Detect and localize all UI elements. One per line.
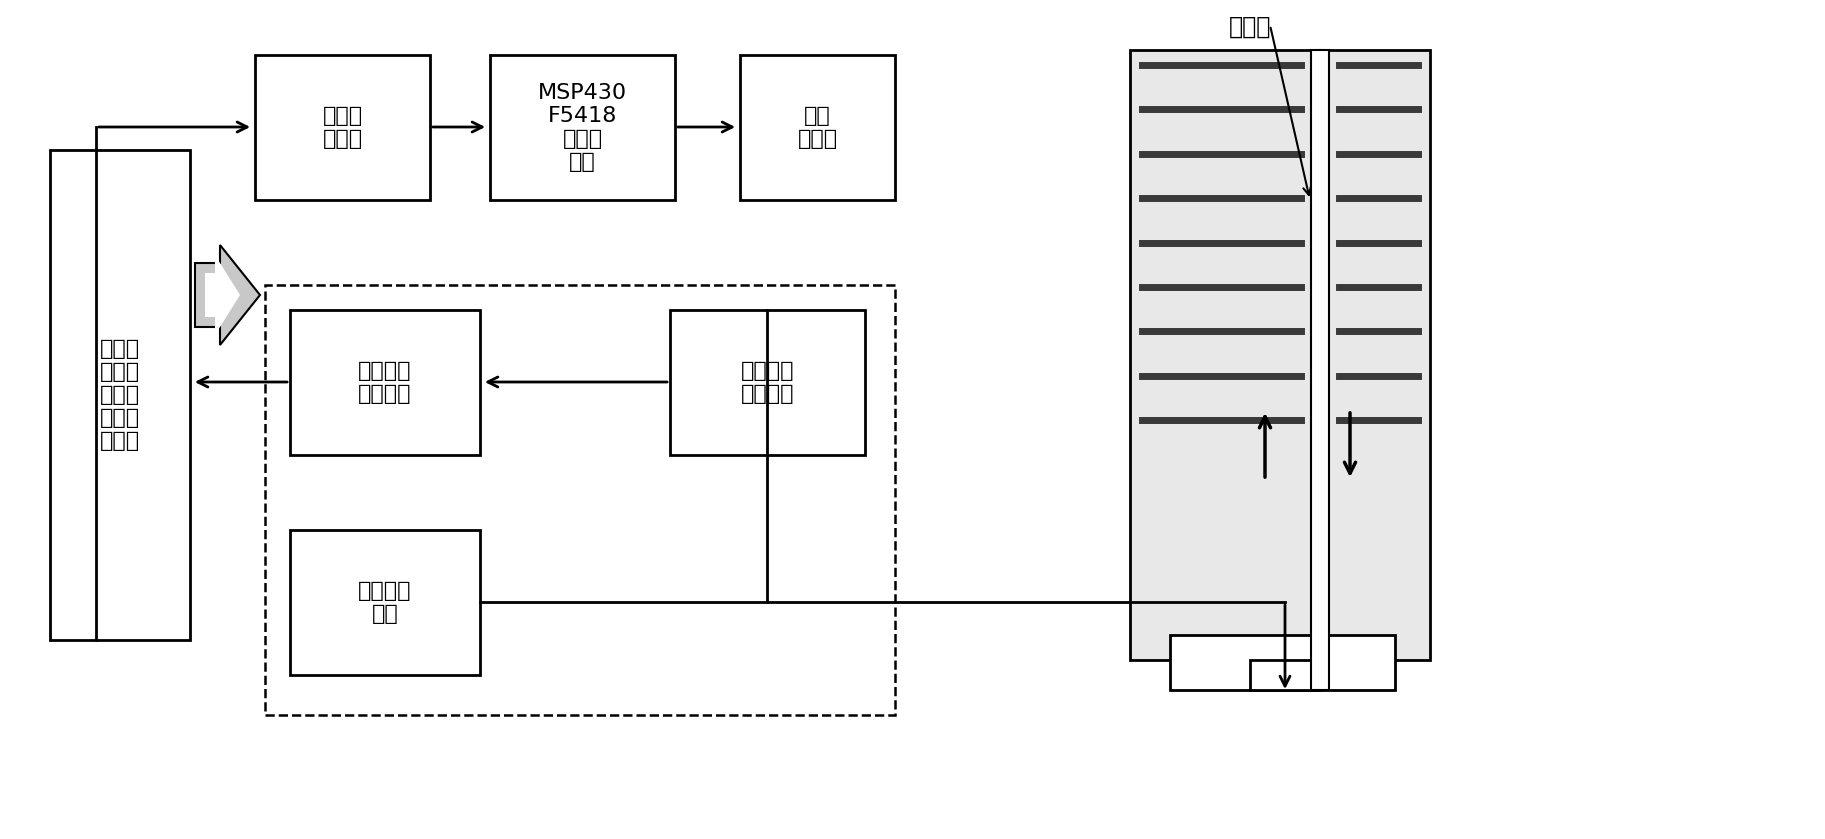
Text: 液晶
显示器: 液晶 显示器 <box>798 106 838 149</box>
Bar <box>290 530 480 675</box>
Text: 等效时间
采样电路: 等效时间 采样电路 <box>358 361 412 404</box>
Text: 用于控
制发、
收脉冲
信号的
单片机: 用于控 制发、 收脉冲 信号的 单片机 <box>100 339 141 451</box>
Bar <box>739 55 894 200</box>
Bar <box>49 150 190 640</box>
Polygon shape <box>204 255 241 335</box>
Bar <box>265 285 894 715</box>
Text: 接收回波
信号电路: 接收回波 信号电路 <box>741 361 794 404</box>
Bar <box>670 310 865 455</box>
Text: 信号调
理电路: 信号调 理电路 <box>323 106 363 149</box>
Bar <box>1130 50 1431 660</box>
Text: MSP430
F5418
单片机
系统: MSP430 F5418 单片机 系统 <box>538 83 628 172</box>
Bar <box>1250 660 1319 690</box>
Bar <box>1170 635 1394 690</box>
Text: 脉冲发射
电路: 脉冲发射 电路 <box>358 581 412 624</box>
Bar <box>290 310 480 455</box>
Bar <box>256 55 431 200</box>
Polygon shape <box>195 245 259 345</box>
Text: 导波杆: 导波杆 <box>1228 15 1272 39</box>
Bar <box>489 55 675 200</box>
Bar <box>1310 50 1329 690</box>
